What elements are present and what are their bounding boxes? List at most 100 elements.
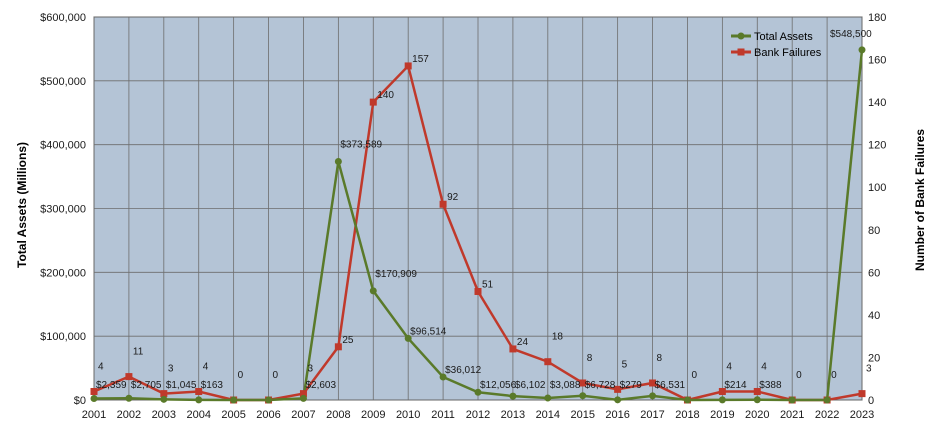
total-assets-point [683, 396, 691, 404]
legend: Total Assets Bank Failures [731, 31, 822, 59]
total-assets-data-label: $3,088 [550, 380, 581, 391]
total-assets-point [718, 396, 726, 404]
legend-marker-bank-failures [737, 48, 745, 56]
bank-failures-data-label: 24 [517, 337, 529, 348]
total-assets-data-label: $1,045 [166, 380, 197, 391]
x-tick-label: 2010 [396, 409, 420, 421]
total-assets-point [439, 373, 447, 381]
y2-tick-label: 80 [868, 225, 880, 237]
bank-failures-point [404, 62, 412, 70]
total-assets-data-label: $170,909 [375, 269, 417, 280]
x-tick-label: 2017 [640, 409, 664, 421]
total-assets-data-label: $373,589 [340, 140, 382, 151]
bank-failures-point [474, 287, 482, 295]
bank-failures-data-label: 0 [831, 370, 837, 381]
x-tick-label: 2008 [326, 409, 350, 421]
bank-failures-data-label: 140 [377, 90, 394, 101]
y2-axis-title: Number of Bank Failures [913, 129, 927, 271]
total-assets-point [160, 395, 168, 403]
bank-failures-point [544, 358, 552, 366]
bank-failures-point [579, 379, 587, 387]
grid [93, 16, 863, 401]
total-assets-point [474, 388, 482, 396]
y2-tick-label: 180 [868, 12, 886, 24]
bank-failures-point [509, 345, 517, 353]
y-tick-label: $300,000 [40, 204, 86, 216]
total-assets-point [753, 396, 761, 404]
y-tick-label: $200,000 [40, 267, 86, 279]
bank-failures-data-label: 157 [412, 54, 429, 65]
x-tick-label: 2004 [186, 409, 210, 421]
x-tick-label: 2015 [570, 409, 594, 421]
x-tick-label: 2023 [850, 409, 874, 421]
bank-failures-point [299, 390, 307, 398]
x-tick-label: 2016 [605, 409, 629, 421]
bank-failures-point [614, 385, 622, 393]
bank-failures-point [125, 373, 133, 381]
bank-failures-data-label: 3 [168, 364, 174, 375]
total-assets-point [858, 46, 866, 54]
y2-tick-label: 60 [868, 267, 880, 279]
y-tick-label: $100,000 [40, 331, 86, 343]
y-tick-label: $500,000 [40, 76, 86, 88]
bank-failures-data-label: 4 [203, 361, 209, 372]
bank-failures-data-label: 3 [866, 364, 872, 375]
total-assets-point [614, 396, 622, 404]
y2-tick-label: 160 [868, 55, 886, 67]
total-assets-data-label: $96,514 [410, 326, 447, 337]
total-assets-data-label: $6,102 [515, 380, 546, 391]
x-axis: 2001 2002 2003 2004 2005 2006 2007 2008 2009 2010… [82, 409, 874, 421]
x-tick-label: 2019 [710, 409, 734, 421]
total-assets-data-label: $163 [201, 380, 224, 391]
x-tick-label: 2011 [431, 409, 455, 421]
x-tick-label: 2003 [152, 409, 176, 421]
x-tick-label: 2021 [780, 409, 804, 421]
bank-failures-point [439, 200, 447, 208]
bank-failures-data-label: 3 [307, 364, 313, 375]
bank-failures-data-label: 4 [726, 361, 732, 372]
total-assets-data-label: $6,531 [655, 380, 686, 391]
total-assets-data-label: $279 [620, 380, 643, 391]
bank-failures-data-label: 8 [657, 353, 663, 364]
y2-tick-label: 0 [868, 395, 874, 407]
bank-failures-data-label: 0 [691, 370, 697, 381]
bank-failures-data-label: 0 [796, 370, 802, 381]
bank-failures-data-label: 5 [622, 359, 628, 370]
series-layer [90, 46, 866, 404]
y-axis-left: $0 $100,000 $200,000 $300,000 $400,000 $500,0… [40, 12, 86, 407]
bank-failures-point [753, 387, 761, 395]
data-labels: 4 11 3 4 0 0 3 25 140 157 92 51 24 18 8 5 8 0 4 4 0 0 3 $2,359 $… [96, 29, 872, 391]
bank-failures-data-label: 0 [273, 370, 279, 381]
total-assets-point [404, 334, 412, 342]
legend-label-total-assets: Total Assets [754, 31, 813, 43]
y2-tick-label: 40 [868, 310, 880, 322]
bank-failures-data-label: 4 [761, 361, 767, 372]
legend-label-bank-failures: Bank Failures [754, 47, 822, 59]
total-assets-point [823, 396, 831, 404]
total-assets-data-label: $36,012 [445, 365, 482, 376]
y2-tick-label: 100 [868, 182, 886, 194]
y2-tick-label: 140 [868, 97, 886, 109]
x-tick-label: 2018 [675, 409, 699, 421]
total-assets-data-label: $2,359 [96, 380, 127, 391]
bank-failures-point [649, 379, 657, 387]
y-axis-right: 0 20 40 60 80 100 120 140 160 180 [868, 12, 886, 407]
x-tick-label: 2022 [815, 409, 839, 421]
bank-failures-point [334, 343, 342, 351]
x-tick-label: 2007 [291, 409, 315, 421]
bank-failures-point [858, 390, 866, 398]
total-assets-point [649, 392, 657, 400]
bank-failures-point [369, 98, 377, 106]
x-tick-label: 2013 [501, 409, 525, 421]
total-assets-point [788, 396, 796, 404]
y-tick-label: $400,000 [40, 140, 86, 152]
y2-tick-label: 120 [868, 140, 886, 152]
total-assets-point [369, 287, 377, 295]
total-assets-point [230, 396, 238, 404]
x-tick-label: 2001 [82, 409, 106, 421]
legend-marker-total-assets [737, 32, 745, 40]
total-assets-point [90, 394, 98, 402]
total-assets-data-label: $388 [759, 380, 782, 391]
x-tick-label: 2005 [221, 409, 245, 421]
